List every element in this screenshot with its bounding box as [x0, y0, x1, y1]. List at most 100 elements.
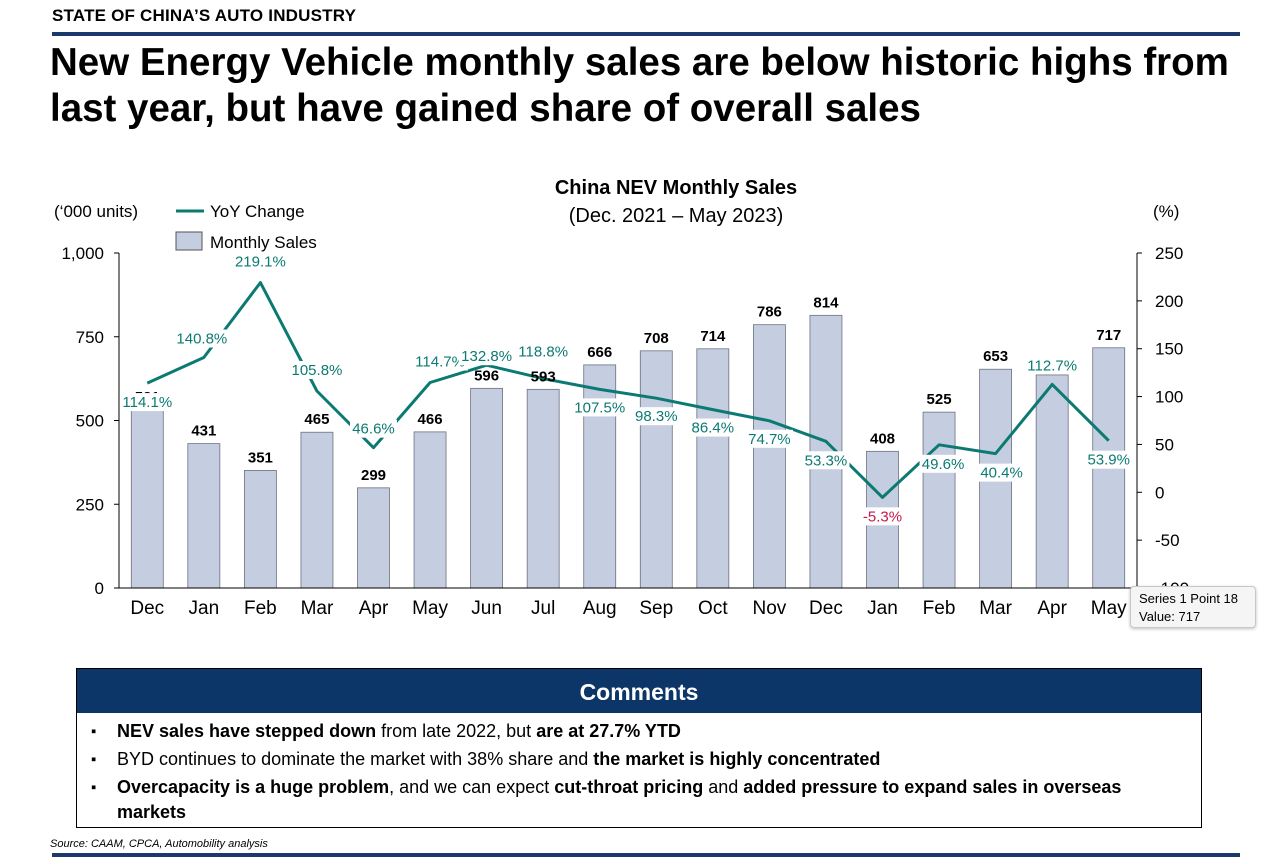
bar-value-label: 593 [531, 368, 556, 385]
page-title: New Energy Vehicle monthly sales are bel… [50, 41, 1229, 130]
bar [639, 350, 673, 589]
bar-value-label: 596 [474, 367, 499, 384]
yoy-value-label: 114.1% [122, 394, 172, 411]
bar-value-label: 714 [700, 328, 726, 345]
bar [300, 431, 334, 589]
yoy-label-bg [632, 407, 680, 426]
yoy-label-bg [1024, 356, 1080, 375]
yoy-value-label: 118.8% [518, 344, 568, 361]
x-axis-tick-label: Feb [244, 598, 277, 619]
x-axis-tick-label: Nov [752, 598, 786, 619]
right-axis-tick-label: 0 [1155, 483, 1164, 502]
bar [526, 388, 560, 589]
yoy-label-bg [458, 347, 515, 366]
bar-value-label: 299 [361, 467, 386, 484]
comment-item: BYD continues to dominate the market wit… [91, 747, 1177, 772]
yoy-label-bg [745, 429, 793, 448]
left-axis-tick-label: 750 [76, 328, 104, 347]
bar-value-label: 708 [644, 330, 669, 347]
yoy-label-bg [802, 451, 850, 470]
yoy-label-bg [174, 329, 230, 348]
bar-value-label: 465 [304, 411, 329, 428]
bar-value-label: 408 [870, 430, 895, 447]
source-note: Source: CAAM, CPCA, Automobility analysi… [50, 838, 268, 850]
comments-panel: Comments NEV sales have stepped down fro… [76, 668, 1202, 828]
chart-subtitle: (Dec. 2021 – May 2023) [569, 205, 784, 227]
tooltip-series-point: Series 1 Point 18 [1139, 591, 1239, 606]
bar [583, 364, 617, 589]
yoy-label-bg [859, 507, 906, 526]
bar-value-label: 525 [927, 391, 952, 408]
x-axis-tick-label: Mar [979, 598, 1012, 619]
yoy-value-label: 132.8% [461, 348, 512, 365]
yoy-label-bg [350, 419, 397, 438]
x-axis-tick-label: Sep [639, 598, 673, 619]
x-axis-tick-label: Jan [189, 598, 220, 619]
yoy-label-bg [289, 361, 345, 380]
bar-value-label: 666 [587, 344, 612, 361]
left-axis-tick-label: 0 [95, 579, 104, 598]
yoy-label-bg [571, 398, 628, 417]
nev-sales-chart: China NEV Monthly Sales (Dec. 2021 – May … [54, 177, 1189, 619]
x-axis-tick-label: Mar [301, 598, 334, 619]
comment-item: NEV sales have stepped down from late 20… [91, 719, 1177, 744]
yoy-value-label: 107.5% [574, 399, 625, 416]
yoy-value-label: 86.4% [692, 420, 735, 437]
yoy-label-bg [978, 463, 1026, 482]
bar-value-label: 786 [757, 304, 782, 321]
yoy-label-bg [689, 418, 737, 437]
bar-value-label: 717 [1096, 327, 1121, 344]
yoy-label-bg [515, 342, 571, 361]
yoy-value-label: 46.6% [352, 421, 395, 438]
bar [130, 409, 164, 589]
x-axis-tick-label: Oct [698, 598, 728, 619]
legend-label-sales: Monthly Sales [210, 233, 317, 252]
yoy-value-label: 140.8% [176, 331, 227, 348]
right-axis-tick-label: 250 [1155, 244, 1183, 263]
yoy-label-bg [919, 454, 967, 473]
legend-bar-swatch [175, 231, 203, 251]
bottom-rule [52, 853, 1240, 857]
bar-value-label: 351 [248, 449, 273, 466]
bar [357, 487, 390, 589]
bar-value-label: 466 [418, 411, 443, 428]
chart-title: China NEV Monthly Sales [555, 177, 797, 199]
yoy-value-label: 40.4% [980, 465, 1023, 482]
comment-item: Overcapacity is a huge problem, and we c… [91, 775, 1177, 825]
x-axis-tick-label: Jan [867, 598, 898, 619]
yoy-value-label: 98.3% [635, 408, 678, 425]
right-axis-unit: (%) [1153, 202, 1179, 221]
left-axis-tick-label: 250 [76, 495, 104, 514]
comments-title: Comments [77, 669, 1201, 713]
yoy-value-label: -5.3% [863, 508, 902, 525]
left-axis-unit: (‘000 units) [54, 202, 138, 221]
right-axis-tick-label: 150 [1155, 340, 1183, 359]
x-axis-tick-label: Feb [923, 598, 956, 619]
bar [470, 387, 504, 589]
yoy-value-label: 112.7% [1027, 357, 1077, 374]
yoy-value-label: 105.8% [292, 362, 343, 379]
bar [696, 348, 730, 589]
bar [187, 443, 221, 589]
yoy-value-label: 74.7% [748, 431, 791, 448]
right-axis-tick-label: -50 [1155, 531, 1180, 550]
x-axis-tick-label: May [412, 598, 448, 619]
yoy-label-bg [232, 252, 289, 271]
left-axis-tick-label: 1,000 [61, 244, 104, 263]
x-axis-tick-label: Jul [531, 598, 555, 619]
tooltip-value: Value: 717 [1139, 609, 1201, 624]
x-axis-tick-label: Dec [809, 598, 843, 619]
x-axis-tick-label: Aug [583, 598, 617, 619]
yoy-label-bg [1085, 450, 1133, 469]
x-axis-tick-label: Jun [471, 598, 502, 619]
yoy-value-label: 53.3% [805, 452, 848, 469]
x-axis-tick-label: May [1091, 598, 1127, 619]
top-rule [52, 32, 1240, 36]
bar [752, 324, 786, 589]
yoy-value-label: 53.9% [1087, 452, 1130, 469]
yoy-label-bg [119, 393, 176, 412]
yoy-label-bg [412, 352, 468, 371]
bar-value-label: 814 [813, 294, 839, 311]
bar [243, 470, 277, 589]
bar-value-label: 653 [983, 348, 1008, 365]
